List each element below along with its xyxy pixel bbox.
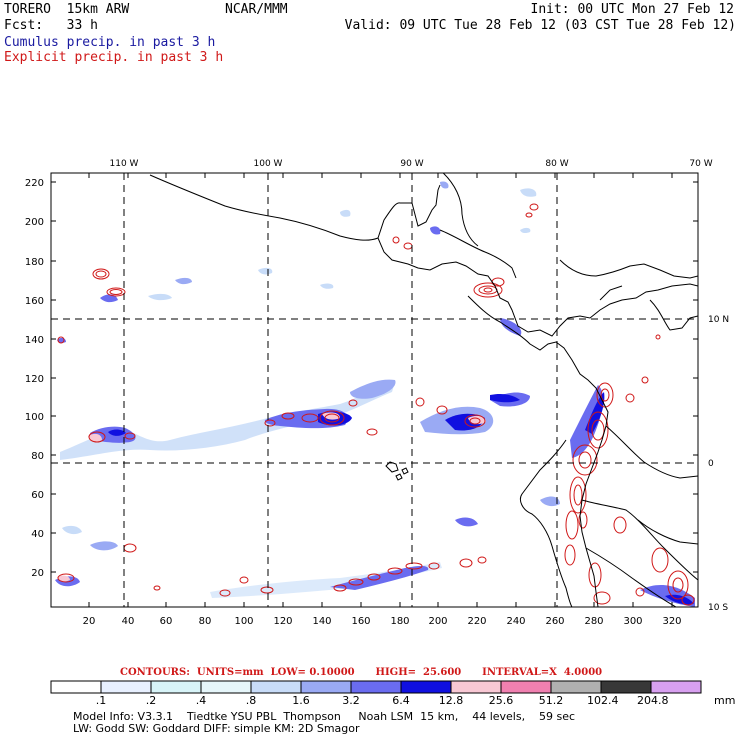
- latitude-labels: 10 N 0 10 S: [708, 315, 729, 613]
- model-info-line1: Model Info: V3.3.1 Tiedtke YSU PBL Thomp…: [73, 710, 576, 723]
- run-name: TORERO 15km ARW: [4, 2, 130, 17]
- colorbar-swatch: [550, 680, 602, 694]
- axis-ticks: [51, 173, 698, 607]
- cumulus-precip-shading: [55, 181, 695, 607]
- colorbar-swatch: [150, 680, 202, 694]
- colorbar-level-label: 102.4: [587, 694, 619, 707]
- colorbar-swatch: [50, 680, 102, 694]
- lon-label: 110 W: [110, 159, 139, 169]
- x-tick-label: 180: [390, 616, 409, 627]
- colorbar-swatch: [350, 680, 402, 694]
- y-tick-label: 20: [31, 568, 44, 579]
- y-tick-label: 60: [31, 490, 44, 501]
- x-tick-label: 200: [428, 616, 447, 627]
- map-frame: [50, 172, 699, 608]
- lat-lon-grid: [51, 173, 698, 607]
- colorbar-level-label: 1.6: [292, 694, 310, 707]
- contour-info: CONTOURS: UNITS=mm LOW= 0.10000 HIGH= 25…: [120, 667, 603, 678]
- colorbar-level-label: .8: [245, 694, 257, 707]
- x-tick-label: 320: [662, 616, 681, 627]
- colorbar-swatch: [300, 680, 352, 694]
- colorbar-level-label: .4: [195, 694, 207, 707]
- colorbar-swatch: [600, 680, 652, 694]
- lat-label: 0: [708, 459, 714, 469]
- colorbar-level-label: 204.8: [637, 694, 669, 707]
- x-tick-label: 60: [160, 616, 173, 627]
- colorbar-level-label: 6.4: [392, 694, 410, 707]
- y-tick-label: 220: [25, 178, 44, 189]
- colorbar-level-label: 51.2: [538, 694, 564, 707]
- colorbar-level-label: 25.6: [488, 694, 514, 707]
- x-tick-label: 120: [273, 616, 292, 627]
- init-time: Init: 00 UTC Mon 27 Feb 12: [530, 2, 735, 17]
- x-tick-label: 100: [234, 616, 253, 627]
- x-tick-labels: 20 40 60 80 100 120 140 160 180 200 220 …: [83, 616, 682, 627]
- explicit-precip-contours: [57, 203, 695, 606]
- y-tick-label: 140: [25, 335, 44, 346]
- cumulus-field-label: Cumulus precip. in past 3 h: [4, 35, 216, 50]
- colorbar-swatch: [450, 680, 502, 694]
- colorbar-swatch: [650, 680, 702, 694]
- y-tick-label: 160: [25, 296, 44, 307]
- y-tick-labels: 20 40 60 80 100 120 140 160 180 200 220: [25, 178, 44, 579]
- x-tick-label: 140: [312, 616, 331, 627]
- coastlines: [149, 173, 698, 607]
- x-tick-label: 80: [199, 616, 212, 627]
- colorbar-swatch: [100, 680, 152, 694]
- y-tick-label: 40: [31, 529, 44, 540]
- valid-time: Valid: 09 UTC Tue 28 Feb 12 (03 CST Tue …: [344, 18, 736, 33]
- y-tick-label: 180: [25, 257, 44, 268]
- model-info-line2: LW: Godd SW: Goddard DIFF: simple KM: 2D…: [73, 722, 360, 735]
- colorbar-level-label: .1: [95, 694, 107, 707]
- org-label: NCAR/MMM: [225, 2, 288, 17]
- lat-label: 10 S: [708, 603, 728, 613]
- longitude-labels: 110 W 100 W 90 W 80 W 70 W: [110, 159, 713, 169]
- colorbar-swatch: [500, 680, 552, 694]
- x-tick-label: 220: [467, 616, 486, 627]
- y-tick-label: 100: [25, 412, 44, 423]
- x-tick-label: 280: [584, 616, 603, 627]
- lat-label: 10 N: [708, 315, 729, 325]
- colorbar-level-label: .2: [145, 694, 157, 707]
- colorbar: [50, 680, 702, 694]
- x-tick-label: 260: [545, 616, 564, 627]
- colorbar-swatch: [200, 680, 252, 694]
- colorbar-swatch: [250, 680, 302, 694]
- lon-label: 80 W: [545, 159, 568, 169]
- y-tick-label: 80: [31, 451, 44, 462]
- y-tick-label: 120: [25, 374, 44, 385]
- x-tick-label: 160: [351, 616, 370, 627]
- colorbar-swatch: [400, 680, 452, 694]
- lon-label: 70 W: [689, 159, 712, 169]
- x-tick-label: 20: [83, 616, 96, 627]
- lon-label: 100 W: [254, 159, 283, 169]
- x-tick-label: 240: [506, 616, 525, 627]
- explicit-field-label: Explicit precip. in past 3 h: [4, 50, 224, 65]
- lon-label: 90 W: [400, 159, 423, 169]
- map-content: [51, 173, 698, 607]
- colorbar-level-label: 3.2: [342, 694, 360, 707]
- x-tick-label: 300: [623, 616, 642, 627]
- colorbar-level-label: 12.8: [438, 694, 464, 707]
- forecast-hour: Fcst: 33 h: [4, 18, 98, 33]
- model-info: Model Info: V3.3.1 Tiedtke YSU PBL Thomp…: [73, 711, 575, 735]
- x-tick-label: 40: [122, 616, 135, 627]
- colorbar-unit: mm: [714, 694, 736, 707]
- y-tick-label: 200: [25, 217, 44, 228]
